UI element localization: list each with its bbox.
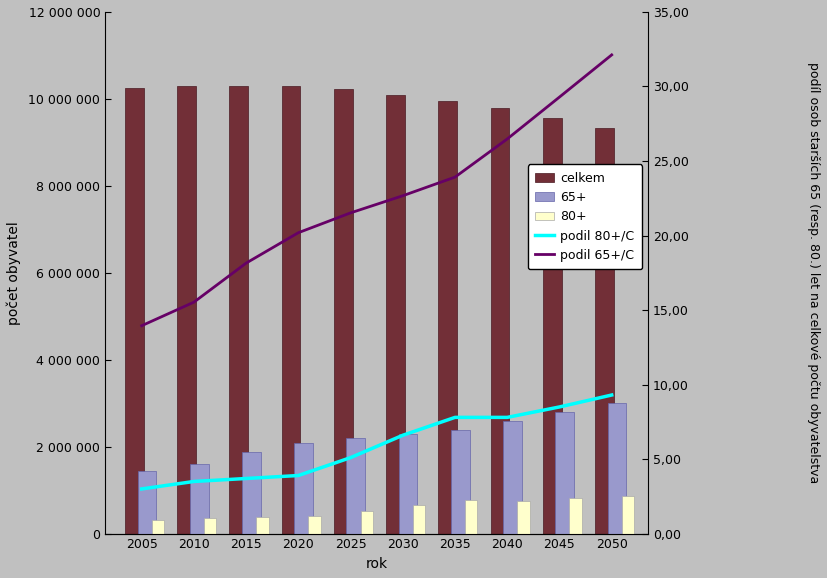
Bar <box>543 118 562 533</box>
Bar <box>334 90 352 533</box>
Bar <box>622 496 634 533</box>
Bar <box>555 412 574 533</box>
podil 80+/C <box>189 478 198 485</box>
Y-axis label: počet obyvatel: počet obyvatel <box>7 221 22 325</box>
Bar <box>438 101 457 533</box>
podil 80+/C <box>294 472 304 479</box>
podil 65+/C <box>502 135 512 142</box>
Bar <box>203 518 217 533</box>
Bar <box>151 520 164 533</box>
Bar <box>608 403 626 533</box>
Bar <box>503 421 522 533</box>
Bar <box>282 86 300 533</box>
podil 80+/C <box>450 414 460 421</box>
podil 80+/C <box>346 454 356 461</box>
podil 80+/C <box>136 486 146 492</box>
Y-axis label: podíl osob starších 65 (resp. 80.) let na celkové počtu obyvatelstva: podíl osob starších 65 (resp. 80.) let n… <box>807 62 820 483</box>
Bar <box>189 464 208 533</box>
Bar <box>177 86 196 533</box>
podil 65+/C <box>136 323 146 329</box>
podil 80+/C <box>555 403 565 410</box>
Bar <box>361 511 373 533</box>
podil 65+/C <box>189 299 198 306</box>
podil 65+/C <box>555 94 565 101</box>
podil 80+/C <box>398 432 408 439</box>
Bar <box>451 430 470 533</box>
podil 80+/C <box>607 391 617 398</box>
podil 65+/C <box>607 51 617 58</box>
Bar <box>595 128 614 533</box>
Bar <box>242 453 261 533</box>
Bar <box>308 516 321 533</box>
Line: podil 65+/C: podil 65+/C <box>141 55 612 326</box>
podil 65+/C <box>241 260 251 266</box>
Bar <box>413 505 425 533</box>
podil 65+/C <box>450 173 460 180</box>
podil 80+/C <box>502 414 512 421</box>
Bar <box>125 88 144 533</box>
Bar <box>256 517 269 533</box>
Bar <box>386 95 405 533</box>
podil 80+/C <box>241 475 251 482</box>
Bar <box>490 109 509 533</box>
podil 65+/C <box>346 209 356 216</box>
Bar <box>399 434 418 533</box>
Bar <box>229 86 248 533</box>
Bar <box>137 472 156 533</box>
podil 65+/C <box>294 229 304 236</box>
Bar <box>517 501 530 533</box>
podil 65+/C <box>398 192 408 199</box>
Line: podil 80+/C: podil 80+/C <box>141 395 612 489</box>
Bar <box>294 443 313 533</box>
Bar <box>465 500 477 533</box>
Bar <box>347 438 366 533</box>
Bar <box>570 498 582 533</box>
Legend: celkem, 65+, 80+, podil 80+/C, podil 65+/C: celkem, 65+, 80+, podil 80+/C, podil 65+… <box>528 164 642 269</box>
X-axis label: rok: rok <box>366 557 388 571</box>
